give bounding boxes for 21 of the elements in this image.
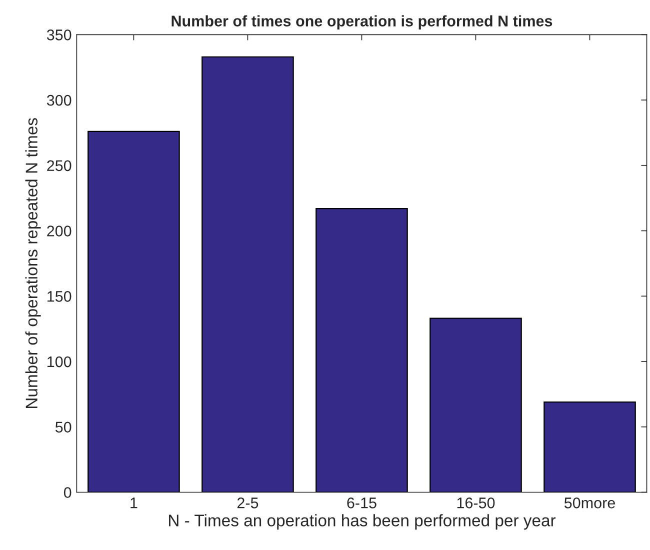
x-axis-title: N - Times an operation has been performed per year xyxy=(169,514,556,530)
y-tick-label: 50 xyxy=(55,422,72,433)
y-tick-label: 300 xyxy=(46,94,72,106)
x-tick-label: 50more xyxy=(564,498,615,508)
bar xyxy=(430,318,522,492)
bar xyxy=(316,208,408,492)
x-tick-label: 2-5 xyxy=(237,498,258,508)
y-tick-label: 250 xyxy=(47,160,72,172)
y-tick-label: 200 xyxy=(47,226,72,236)
y-tick-label: 350 xyxy=(46,30,72,40)
y-axis-title: Number of operations repeated N times xyxy=(25,118,41,408)
y-tick-label: 100 xyxy=(48,356,72,368)
x-tick-label: 16-50 xyxy=(457,498,495,508)
x-tick-label: 6-15 xyxy=(347,498,376,508)
x-tick-label: 1 xyxy=(130,498,138,508)
bar xyxy=(88,130,180,492)
y-tick-label: 0 xyxy=(64,487,72,498)
y-tick-label: 150 xyxy=(48,291,72,302)
bar xyxy=(202,56,294,492)
chart-title: Number of times one operation is performed N times xyxy=(172,15,552,30)
bar xyxy=(544,401,636,492)
